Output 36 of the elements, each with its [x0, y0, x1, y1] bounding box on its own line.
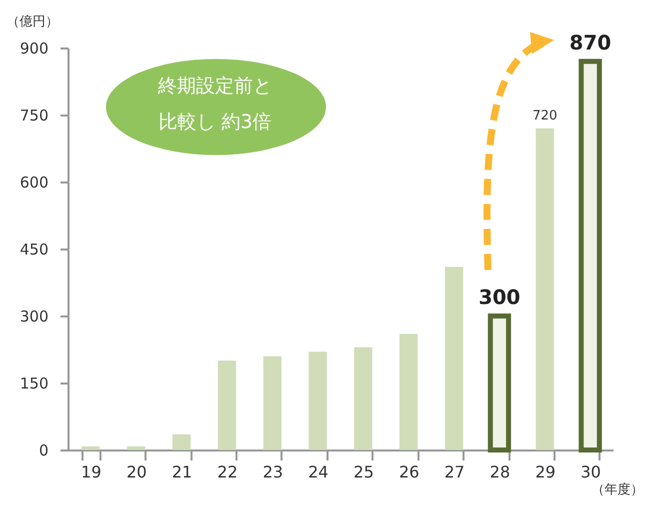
x-tick-label: 21	[172, 462, 192, 482]
x-tick-label: 22	[217, 462, 238, 482]
x-tick-label: 30	[580, 462, 601, 482]
annotation: 終期設定前と	[157, 74, 273, 99]
y-tick-label: 900	[20, 40, 48, 58]
x-tick-label: 29	[535, 462, 556, 482]
bar	[263, 356, 282, 450]
data-label: 300	[478, 285, 520, 309]
x-axis-title: （年度）	[592, 482, 644, 498]
y-tick-label: 450	[20, 240, 48, 258]
bar	[82, 446, 100, 450]
bar	[172, 434, 191, 450]
y-tick-label: 750	[20, 106, 48, 124]
y-tick-label: 0	[38, 442, 48, 460]
x-tick-label: 20	[126, 462, 147, 482]
annotation: 比較し 約3倍	[157, 110, 273, 135]
data-label: 870	[569, 30, 612, 54]
x-tick-label: 27	[444, 462, 465, 482]
bar	[354, 347, 372, 450]
data-label: 720	[532, 108, 558, 124]
bar	[536, 128, 554, 450]
x-tick-label: 25	[354, 462, 374, 482]
bar	[444, 266, 464, 450]
bar	[218, 360, 236, 450]
y-tick-label: 150	[20, 374, 48, 392]
bar	[400, 334, 418, 450]
y-tick-label: 600	[20, 174, 48, 192]
x-tick-label: 19	[81, 462, 102, 482]
bar	[127, 446, 146, 450]
x-tick-label: 24	[308, 462, 328, 482]
y-tick-label: 300	[20, 308, 48, 326]
x-tick-label: 28	[490, 462, 510, 482]
x-tick-label: 26	[398, 462, 420, 482]
bar	[308, 352, 327, 450]
x-tick-label: 23	[262, 462, 284, 482]
y-axis-title: （億円）	[6, 14, 58, 30]
